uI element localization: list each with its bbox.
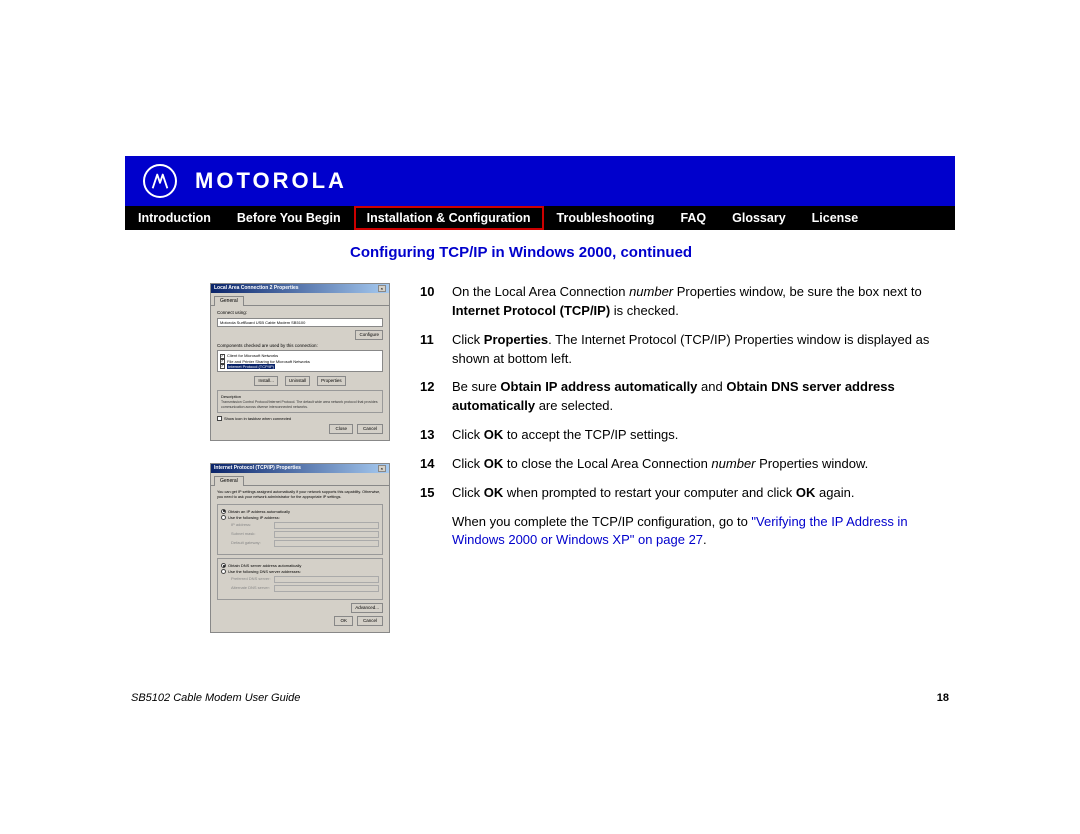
component-tcpip[interactable]: Internet Protocol (TCP/IP) <box>220 364 380 369</box>
step-number: 12 <box>420 378 440 416</box>
radio-use-ip[interactable]: Use the following IP address: <box>221 515 379 520</box>
nav-installation-configuration[interactable]: Installation & Configuration <box>354 206 544 230</box>
dialog1-footer-buttons: Close Cancel <box>217 424 383 434</box>
ok-button[interactable]: OK <box>334 616 353 626</box>
step-13: 13 Click OK to accept the TCP/IP setting… <box>420 426 935 445</box>
close-icon[interactable]: × <box>378 465 386 472</box>
radio-use-dns[interactable]: Use the following DNS server addresses: <box>221 569 379 574</box>
advanced-row: Advanced... <box>217 603 383 613</box>
dns-fields: Preferred DNS server: Alternate DNS serv… <box>231 576 379 592</box>
adapter-text: Motorola SurfBoard USB Cable Modem SB510… <box>220 320 305 325</box>
description-label: Description <box>221 394 379 399</box>
properties-button[interactable]: Properties <box>317 376 346 386</box>
dns-group: Obtain DNS server address automatically … <box>217 558 383 600</box>
nav-faq[interactable]: FAQ <box>667 206 719 230</box>
page-footer: SB5102 Cable Modem User Guide 18 <box>125 692 955 704</box>
dialog1-titlebar: Local Area Connection 2 Properties × <box>211 284 389 293</box>
radio-icon <box>221 509 226 514</box>
uninstall-button[interactable]: Uninstall <box>285 376 310 386</box>
radio-icon <box>221 569 226 574</box>
mask-input <box>274 531 379 538</box>
step-body: Click OK to close the Local Area Connect… <box>452 455 935 474</box>
step-body: On the Local Area Connection number Prop… <box>452 283 935 321</box>
checkbox-icon <box>217 416 222 421</box>
step-number: 14 <box>420 455 440 474</box>
step-12: 12 Be sure Obtain IP address automatical… <box>420 378 935 416</box>
components-label: Components checked are used by this conn… <box>217 343 383 349</box>
dialog2-tab-general[interactable]: General <box>214 476 244 486</box>
adapter-field: Motorola SurfBoard USB Cable Modem SB510… <box>217 318 383 327</box>
dialog2-body: You can get IP settings assigned automat… <box>211 485 389 632</box>
step-body: Click OK to accept the TCP/IP settings. <box>452 426 935 445</box>
nav-introduction[interactable]: Introduction <box>125 206 224 230</box>
checkbox-icon <box>220 364 225 369</box>
section-title: Configuring TCP/IP in Windows 2000, cont… <box>350 244 955 261</box>
brand-header: MOTOROLA <box>125 156 955 206</box>
step-body: Be sure Obtain IP address automatically … <box>452 378 935 416</box>
radio-icon <box>221 515 226 520</box>
dialog1-body: Connect using: Motorola SurfBoard USB Ca… <box>211 305 389 440</box>
install-uninstall-row: Install... Uninstall Properties <box>217 376 383 386</box>
brand-text: MOTOROLA <box>195 168 347 194</box>
close-button[interactable]: Close <box>329 424 353 434</box>
dialog2-footer-buttons: OK Cancel <box>217 616 383 626</box>
footer-doc-title: SB5102 Cable Modem User Guide <box>131 692 300 704</box>
nav-license[interactable]: License <box>799 206 872 230</box>
radio-obtain-ip[interactable]: Obtain an IP address automatically <box>221 509 379 514</box>
nav-before-you-begin[interactable]: Before You Begin <box>224 206 354 230</box>
nav-glossary[interactable]: Glossary <box>719 206 799 230</box>
step-14: 14 Click OK to close the Local Area Conn… <box>420 455 935 474</box>
connect-using-label: Connect using: <box>217 310 383 316</box>
advanced-button[interactable]: Advanced... <box>351 603 383 613</box>
step-11: 11 Click Properties. The Internet Protoc… <box>420 331 935 369</box>
step-10: 10 On the Local Area Connection number P… <box>420 283 935 321</box>
followup-text: When you complete the TCP/IP configurati… <box>452 513 935 551</box>
install-button[interactable]: Install... <box>254 376 278 386</box>
ip-fields: IP address: Subnet mask: Default gateway… <box>231 522 379 547</box>
radio-obtain-dns[interactable]: Obtain DNS server address automatically <box>221 563 379 568</box>
ip-group: Obtain an IP address automatically Use t… <box>217 504 383 555</box>
page-number: 18 <box>937 692 949 704</box>
description-text: Transmission Control Protocol/Internet P… <box>221 400 379 409</box>
cancel-button[interactable]: Cancel <box>357 424 383 434</box>
dialog2-intro: You can get IP settings assigned automat… <box>217 490 383 500</box>
close-icon[interactable]: × <box>378 285 386 292</box>
ip-input <box>274 522 379 529</box>
dns1-input <box>274 576 379 583</box>
dialog1-tab-general[interactable]: General <box>214 296 244 306</box>
dns2-input <box>274 585 379 592</box>
cancel-button[interactable]: Cancel <box>357 616 383 626</box>
document-page: MOTOROLA Introduction Before You Begin I… <box>125 156 955 633</box>
step-15: 15 Click OK when prompted to restart you… <box>420 484 935 503</box>
nav-troubleshooting[interactable]: Troubleshooting <box>544 206 668 230</box>
step-number: 10 <box>420 283 440 321</box>
followup-suffix: . <box>703 532 707 547</box>
step-body: Click OK when prompted to restart your c… <box>452 484 935 503</box>
lan-properties-dialog: Local Area Connection 2 Properties × Gen… <box>210 283 390 441</box>
components-listbox: Client for Microsoft Networks File and P… <box>217 350 383 372</box>
dialog2-titlebar: Internet Protocol (TCP/IP) Properties × <box>211 464 389 473</box>
tcpip-properties-dialog: Internet Protocol (TCP/IP) Properties × … <box>210 463 390 633</box>
screenshot-column: Local Area Connection 2 Properties × Gen… <box>210 283 390 633</box>
gateway-input <box>274 540 379 547</box>
dialog2-title: Internet Protocol (TCP/IP) Properties <box>214 465 301 472</box>
nav-bar: Introduction Before You Begin Installati… <box>125 206 955 230</box>
step-number: 13 <box>420 426 440 445</box>
followup-prefix: When you complete the TCP/IP configurati… <box>452 514 751 529</box>
step-body: Click Properties. The Internet Protocol … <box>452 331 935 369</box>
show-icon-check[interactable]: Show icon in taskbar when connected <box>217 416 383 421</box>
description-group: Description Transmission Control Protoco… <box>217 390 383 413</box>
dialog1-title: Local Area Connection 2 Properties <box>214 285 299 292</box>
step-number: 11 <box>420 331 440 369</box>
configure-button[interactable]: Configure <box>355 330 383 340</box>
content-row: Local Area Connection 2 Properties × Gen… <box>125 283 955 633</box>
steps-list: 10 On the Local Area Connection number P… <box>420 283 955 633</box>
configure-row: Configure <box>217 330 383 340</box>
step-number: 15 <box>420 484 440 503</box>
motorola-logo-icon <box>143 164 177 198</box>
radio-icon <box>221 563 226 568</box>
